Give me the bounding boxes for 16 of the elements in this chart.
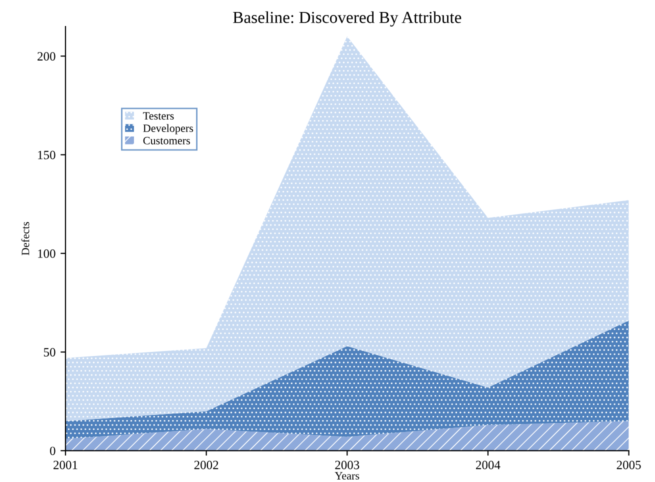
- y-axis-title: Defects: [21, 222, 30, 256]
- x-tick-label: 2002: [194, 460, 218, 470]
- legend-label: Developers: [143, 124, 194, 134]
- x-axis-title: Years: [334, 472, 360, 480]
- x-tick-label: 2004: [476, 460, 500, 470]
- x-tick-label: 2003: [335, 460, 360, 470]
- legend-label: Testers: [143, 112, 174, 120]
- x-tick-label: 2005: [616, 460, 641, 470]
- chart-title: Baseline: Discovered By Attribute: [233, 11, 462, 27]
- y-tick-label: 0: [50, 446, 56, 456]
- legend-label: Customers: [143, 136, 190, 144]
- x-tick-label: 2001: [54, 460, 78, 470]
- y-tick-label: 200: [38, 52, 56, 61]
- y-tick-label: 50: [44, 348, 56, 356]
- y-tick-label: 100: [38, 249, 56, 258]
- y-tick-label: 150: [38, 150, 56, 160]
